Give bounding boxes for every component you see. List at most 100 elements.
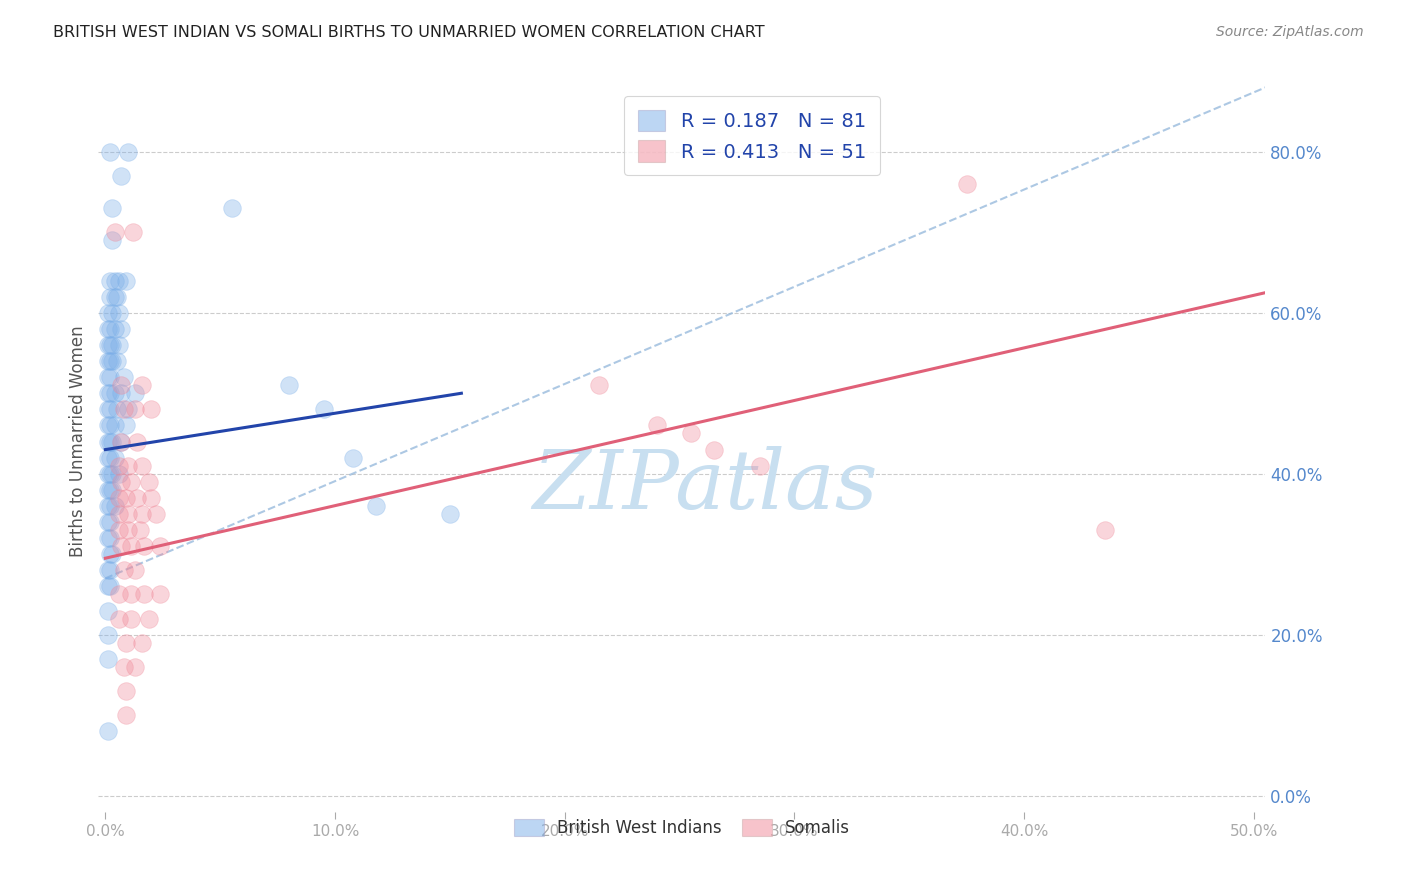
Point: [141, 491, 163, 505]
Point: [97, 322, 120, 336]
Point: [101, 233, 124, 247]
Point: [115, 418, 138, 433]
Point: [120, 587, 142, 601]
Point: [108, 274, 131, 288]
Point: [97, 579, 120, 593]
Point: [221, 201, 243, 215]
Point: [97, 386, 120, 401]
Point: [97, 434, 120, 449]
Point: [141, 402, 163, 417]
Point: [98, 563, 121, 577]
Point: [98, 370, 121, 384]
Point: [131, 507, 153, 521]
Point: [131, 458, 153, 473]
Point: [588, 378, 610, 392]
Point: [124, 402, 146, 417]
Point: [110, 322, 132, 336]
Point: [124, 563, 146, 577]
Point: [956, 177, 979, 191]
Point: [115, 708, 138, 723]
Point: [98, 579, 121, 593]
Point: [108, 611, 131, 625]
Point: [145, 507, 167, 521]
Point: [103, 450, 125, 465]
Point: [98, 386, 121, 401]
Point: [98, 499, 121, 513]
Point: [97, 370, 120, 384]
Point: [98, 467, 121, 481]
Point: [110, 539, 132, 553]
Point: [120, 611, 142, 625]
Point: [97, 354, 120, 368]
Point: [110, 386, 132, 401]
Point: [101, 338, 124, 352]
Point: [103, 225, 125, 239]
Point: [97, 652, 120, 666]
Legend: British West Indians, Somalis: British West Indians, Somalis: [508, 813, 856, 844]
Point: [138, 611, 160, 625]
Point: [149, 539, 172, 553]
Point: [97, 402, 120, 417]
Point: [112, 402, 135, 417]
Point: [131, 378, 153, 392]
Point: [97, 467, 120, 481]
Point: [97, 515, 120, 529]
Point: [103, 418, 125, 433]
Point: [101, 306, 124, 320]
Point: [134, 539, 156, 553]
Point: [98, 338, 121, 352]
Point: [105, 354, 128, 368]
Point: [98, 322, 121, 336]
Point: [124, 660, 146, 674]
Point: [117, 402, 139, 417]
Point: [278, 378, 301, 392]
Point: [98, 547, 121, 561]
Point: [115, 274, 138, 288]
Point: [97, 418, 120, 433]
Point: [103, 322, 125, 336]
Point: [110, 434, 132, 449]
Point: [645, 418, 668, 433]
Point: [97, 499, 120, 513]
Point: [366, 499, 388, 513]
Point: [115, 491, 138, 505]
Point: [110, 434, 132, 449]
Y-axis label: Births to Unmarried Women: Births to Unmarried Women: [69, 326, 87, 558]
Point: [97, 450, 120, 465]
Point: [439, 507, 461, 521]
Point: [98, 290, 121, 304]
Point: [108, 523, 131, 537]
Point: [117, 507, 139, 521]
Point: [124, 386, 146, 401]
Point: [101, 467, 124, 481]
Point: [342, 450, 364, 465]
Point: [98, 145, 121, 159]
Point: [134, 587, 156, 601]
Point: [115, 636, 138, 650]
Point: [681, 426, 703, 441]
Point: [112, 660, 135, 674]
Point: [97, 338, 120, 352]
Point: [122, 225, 145, 239]
Point: [97, 603, 120, 617]
Point: [103, 386, 125, 401]
Text: BRITISH WEST INDIAN VS SOMALI BIRTHS TO UNMARRIED WOMEN CORRELATION CHART: BRITISH WEST INDIAN VS SOMALI BIRTHS TO …: [53, 25, 765, 40]
Point: [117, 523, 139, 537]
Point: [103, 290, 125, 304]
Point: [97, 563, 120, 577]
Point: [117, 458, 139, 473]
Point: [138, 475, 160, 489]
Point: [97, 531, 120, 545]
Point: [97, 628, 120, 642]
Point: [108, 587, 131, 601]
Point: [98, 434, 121, 449]
Point: [101, 483, 124, 497]
Point: [108, 507, 131, 521]
Point: [108, 338, 131, 352]
Point: [110, 169, 132, 183]
Point: [98, 515, 121, 529]
Point: [101, 434, 124, 449]
Point: [108, 306, 131, 320]
Point: [110, 475, 132, 489]
Point: [112, 370, 135, 384]
